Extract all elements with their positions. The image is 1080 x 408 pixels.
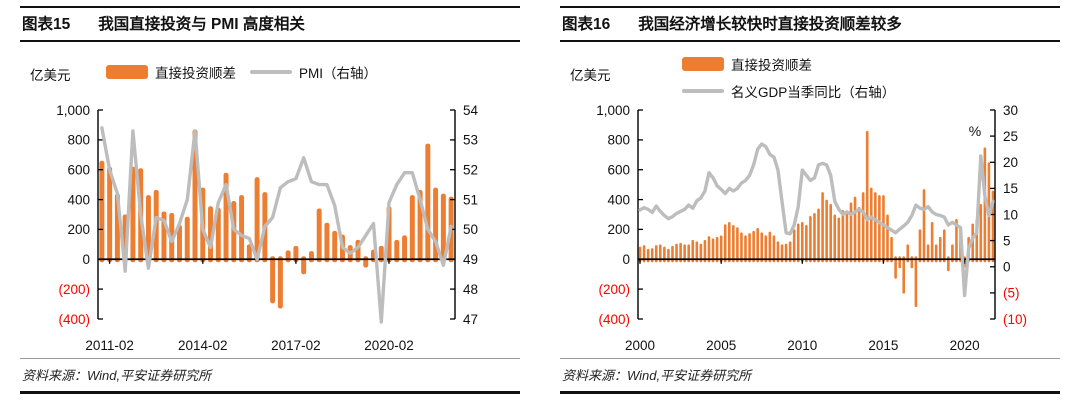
chart-area: 亿美元 直接投资顺差 PMI（右轴） 2011-02 2014-02 2017-02 2… xyxy=(20,42,520,356)
legend-label: 直接投资顺差 xyxy=(731,58,812,73)
y2-axis-tick-label: 25 xyxy=(1003,129,1018,144)
y-axis-tick-label: 1,000 xyxy=(596,103,630,118)
line-swatch-icon xyxy=(682,88,724,94)
y2-axis-tick-label: 53 xyxy=(463,133,478,148)
y2-axis-tick-label: (10) xyxy=(1003,312,1027,327)
chart-panel-15: 图表15 我国直接投资与 PMI 高度相关 亿美元 直接投资顺差 PMI（右轴） … xyxy=(20,6,520,394)
y-axis-tick-label: 400 xyxy=(67,192,90,207)
bar-line-chart: 2011-02 2014-02 2017-02 2020-02 1,000 800 600 4… xyxy=(56,103,479,353)
y-axis-tick-label: (200) xyxy=(58,282,90,297)
x-axis-tick-label: 2010 xyxy=(787,338,817,353)
y-axis-tick-label: 200 xyxy=(67,222,90,237)
source-note: 资料来源：Wind,平安证券研究所 xyxy=(560,358,1060,394)
figure-title-bar: 图表16 我国经济增长较快时直接投资顺差较多 xyxy=(560,6,1060,42)
chart-area: 亿美元 直接投资顺差 名义GDP当季同比（右轴） 2000 2005 2010 2015… xyxy=(560,42,1060,356)
axis-unit-label: 亿美元 xyxy=(30,68,71,83)
axis-unit-label: 亿美元 xyxy=(570,68,611,83)
legend-item-bars: 直接投资顺差 xyxy=(682,54,812,74)
figure-title-bar: 图表15 我国直接投资与 PMI 高度相关 xyxy=(20,6,520,42)
x-axis-tick-label: 2000 xyxy=(625,338,655,353)
bars-series xyxy=(99,129,454,309)
legend-label: PMI（右轴） xyxy=(299,66,378,81)
y-axis-tick-label: 0 xyxy=(622,252,630,267)
y2-axis-tick-label: 15 xyxy=(1003,181,1018,196)
x-axis-tick-label: 2011-02 xyxy=(85,338,134,353)
y2-axis-tick-label: 48 xyxy=(463,282,478,297)
y-axis-tick-label: 800 xyxy=(67,133,90,148)
x-axis-tick-label: 2017-02 xyxy=(271,338,321,353)
y2-axis-tick-label: 49 xyxy=(463,252,478,267)
y-axis-tick-label: 400 xyxy=(607,192,630,207)
right-axis-unit-label: % xyxy=(969,123,981,139)
y-axis-tick-label: (200) xyxy=(598,282,630,297)
line-swatch-icon xyxy=(250,69,292,75)
figure-number: 图表15 xyxy=(22,16,71,33)
y-axis-tick-label: 600 xyxy=(67,163,90,178)
chart-legend: 直接投资顺差名义GDP当季同比（右轴） xyxy=(682,54,895,101)
y2-axis-tick-label: 50 xyxy=(463,222,478,237)
y2-axis-tick-label: 47 xyxy=(463,312,478,327)
y2-axis-tick-label: 51 xyxy=(463,192,478,207)
legend-label: 名义GDP当季同比（右轴） xyxy=(731,85,896,100)
bars-series xyxy=(638,130,995,308)
y2-axis-tick-label: (5) xyxy=(1003,286,1020,301)
y2-axis-tick-label: 10 xyxy=(1003,207,1018,222)
x-axis-tick-label: 2015 xyxy=(868,338,898,353)
y2-axis-tick-label: 5 xyxy=(1003,233,1011,248)
y-axis-tick-label: 800 xyxy=(607,133,630,148)
y-axis-tick-label: 0 xyxy=(82,252,90,267)
x-axis-tick-label: 2020 xyxy=(950,338,980,353)
y2-axis-tick-label: 54 xyxy=(463,103,479,118)
source-note: 资料来源：Wind,平安证券研究所 xyxy=(20,358,520,394)
chart-panel-16: 图表16 我国经济增长较快时直接投资顺差较多 亿美元 直接投资顺差名义GDP当季… xyxy=(560,6,1060,394)
y2-axis-tick-label: 0 xyxy=(1003,260,1011,275)
bar-swatch-icon xyxy=(682,57,724,71)
figure-title: 我国直接投资与 PMI 高度相关 xyxy=(98,16,305,33)
report-figures-row: 图表15 我国直接投资与 PMI 高度相关 亿美元 直接投资顺差 PMI（右轴） … xyxy=(20,6,1060,394)
y2-axis-tick-label: 52 xyxy=(463,163,478,178)
y-axis-tick-label: (400) xyxy=(58,312,90,327)
y2-axis-tick-label: 30 xyxy=(1003,103,1018,118)
x-axis-tick-label: 2014-02 xyxy=(178,338,228,353)
bar-swatch-icon xyxy=(106,65,148,79)
legend-item-line: 名义GDP当季同比（右轴） xyxy=(682,81,895,101)
bar-line-chart: 2000 2005 2010 2015 20201,0008006004002000(2… xyxy=(596,103,1027,353)
y-axis-tick-label: 200 xyxy=(607,222,630,237)
x-axis-tick-label: 2020-02 xyxy=(364,338,414,353)
y-axis-tick-label: (400) xyxy=(598,312,630,327)
y2-axis-tick-label: 20 xyxy=(1003,155,1018,170)
legend-label: 直接投资顺差 xyxy=(155,66,236,81)
figure-number: 图表16 xyxy=(562,16,611,33)
chart-legend: 直接投资顺差 PMI（右轴） xyxy=(106,62,377,82)
line-series xyxy=(100,126,453,324)
figure-title: 我国经济增长较快时直接投资顺差较多 xyxy=(638,16,902,33)
y-axis-tick-label: 600 xyxy=(607,163,630,178)
legend-item-line: PMI（右轴） xyxy=(250,62,377,82)
legend-item-bars: 直接投资顺差 xyxy=(106,62,236,82)
x-axis-tick-label: 2005 xyxy=(706,338,736,353)
y-axis-tick-label: 1,000 xyxy=(56,103,90,118)
line-series xyxy=(638,142,995,298)
